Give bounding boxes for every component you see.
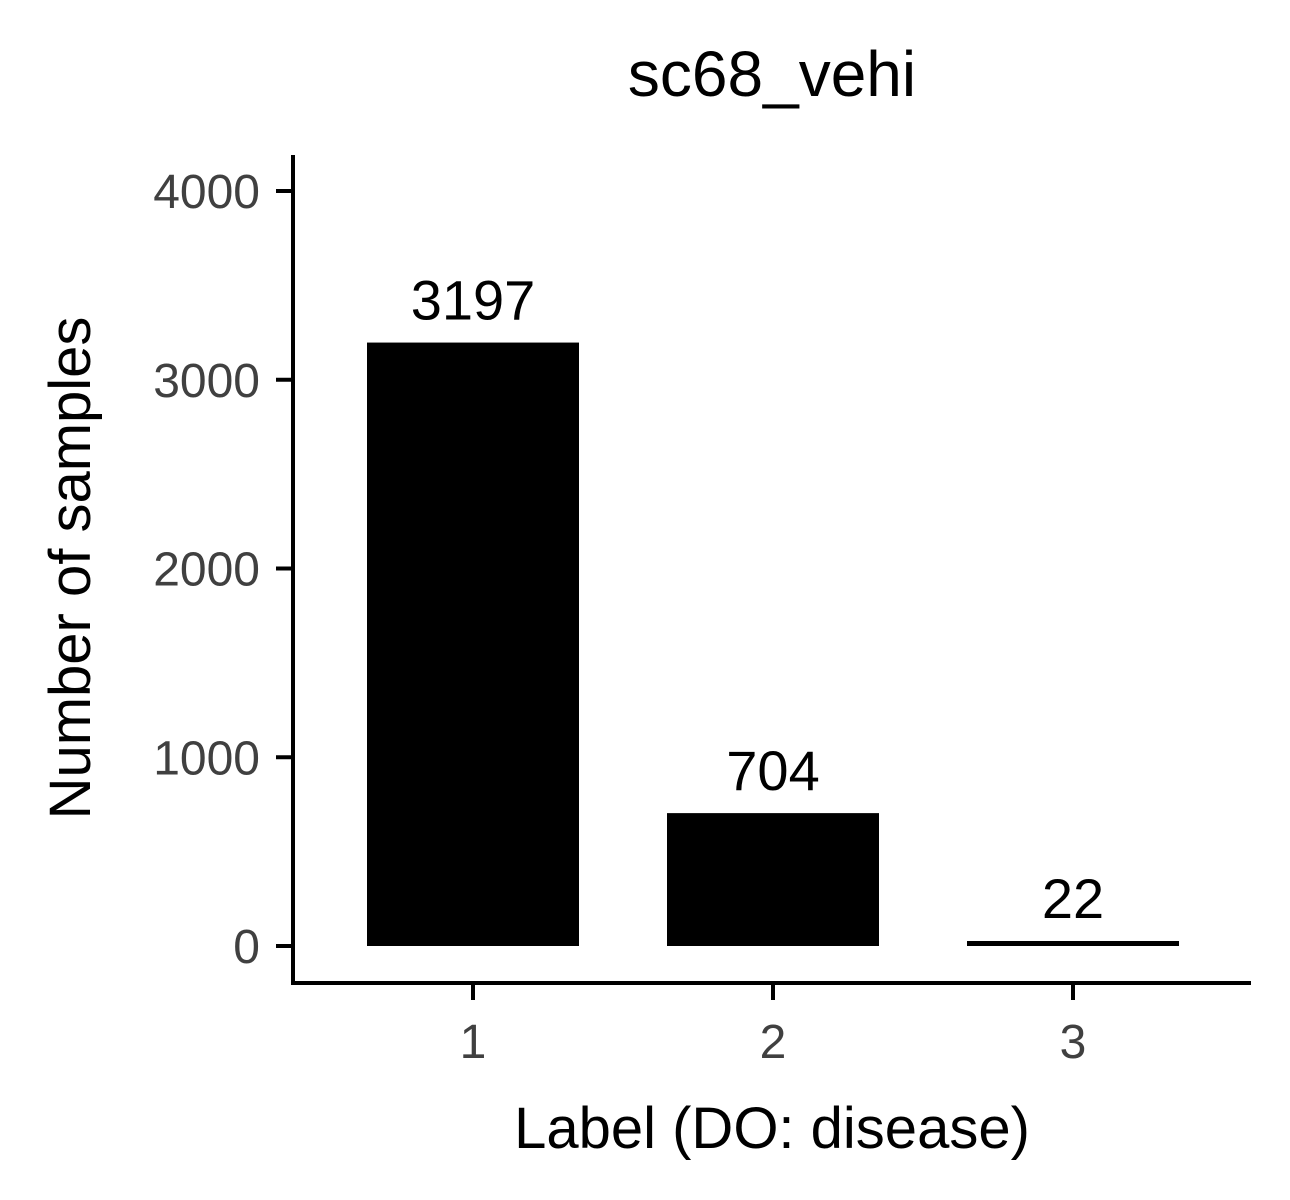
data-label-1: 3197 [411,269,536,332]
x-axis-title: Label (DO: disease) [514,1096,1030,1161]
x-tick-label: 1 [460,1016,487,1069]
y-tick-label: 4000 [153,166,260,219]
x-tick-label: 2 [760,1016,787,1069]
bar-2 [667,813,879,946]
x-tick-label: 3 [1060,1016,1087,1069]
y-axis-title: Number of samples [38,317,103,820]
y-tick-label: 0 [233,921,260,974]
bar-1 [367,342,579,946]
chart-title: sc68_vehi [628,38,916,110]
y-tick-label: 2000 [153,544,260,597]
y-tick-label: 3000 [153,355,260,408]
y-tick-label: 1000 [153,732,260,785]
data-label-3: 22 [1042,867,1104,930]
bar-3 [967,941,1179,946]
data-label-2: 704 [726,739,819,802]
